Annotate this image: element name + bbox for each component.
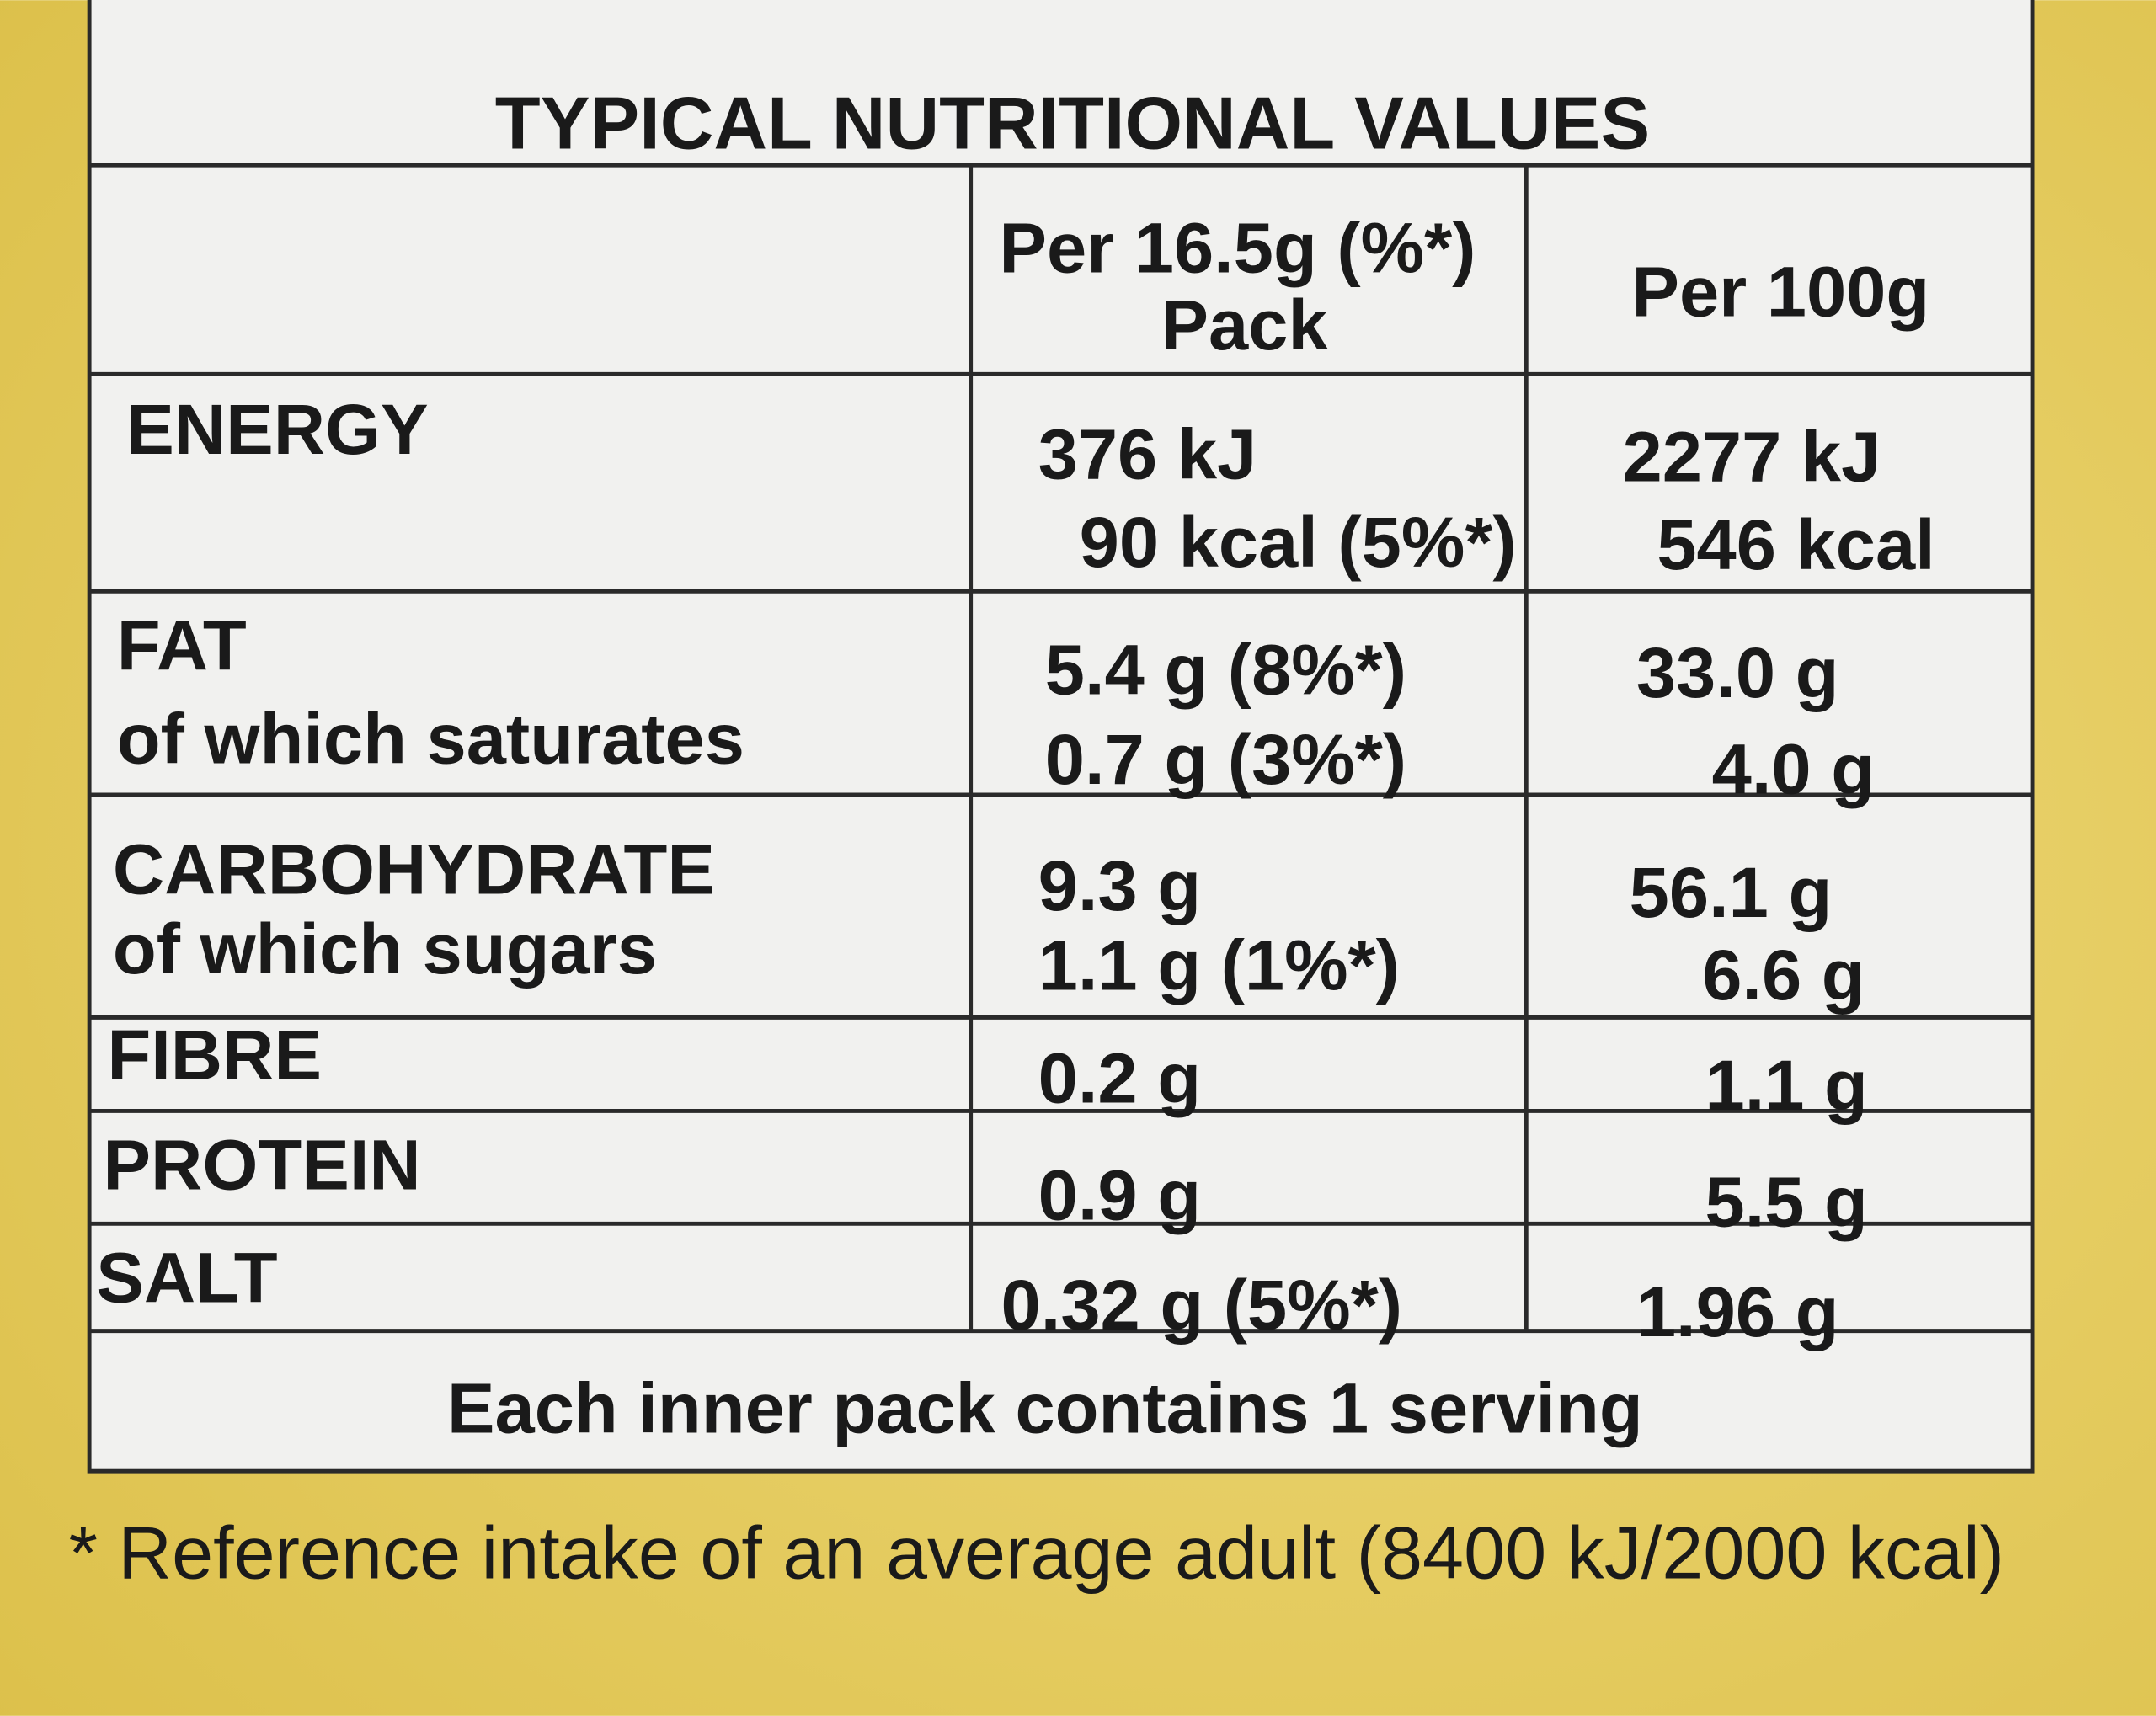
header-100g: Per 100g (1631, 252, 1929, 332)
cell-value: 0.32 g (5%*) (1001, 1265, 1402, 1345)
cell-value: 1.96 g (1636, 1271, 1839, 1351)
cell-value: 0.9 g (1038, 1154, 1201, 1234)
table-footer: Each inner pack contains 1 serving (447, 1367, 1643, 1447)
header-serving: Per 16.5g (%*) (999, 207, 1476, 287)
cell-value: 0.2 g (1038, 1038, 1201, 1118)
row-label: of which sugars (113, 909, 657, 989)
cell-value: 9.3 g (1038, 845, 1201, 925)
cell-value: 2277 kJ (1623, 417, 1881, 497)
cell-value: 6.6 g (1702, 935, 1865, 1015)
row-label: PROTEIN (103, 1124, 420, 1204)
row-label: ENERGY (126, 389, 428, 469)
header-serving: Pack (1161, 285, 1328, 365)
footnote: * Reference intake of an average adult (… (69, 1511, 2004, 1595)
table-panel (87, 0, 2035, 1474)
cell-value: 1.1 g (1705, 1045, 1867, 1125)
row-label: FAT (117, 605, 247, 685)
title: TYPICAL NUTRITIONAL VALUES (495, 82, 1650, 165)
table-grid (89, 163, 2033, 1334)
cell-value: 5.5 g (1705, 1162, 1867, 1242)
cell-value: 90 kcal (5%*) (1080, 502, 1517, 582)
row-label: FIBRE (107, 1015, 322, 1095)
cell-value: 1.1 g (1%*) (1038, 925, 1400, 1005)
cell-value: 546 kcal (1657, 504, 1935, 584)
row-label: of which saturates (117, 698, 744, 778)
cell-value: 56.1 g (1630, 852, 1833, 932)
row-label: SALT (96, 1237, 277, 1317)
cell-value: 33.0 g (1636, 632, 1839, 712)
cell-value: 4.0 g (1712, 728, 1875, 808)
cell-value: 0.7 g (3%*) (1045, 719, 1406, 799)
row-label: CARBOHYDRATE (113, 829, 715, 909)
cell-value: 376 kJ (1038, 413, 1257, 493)
cell-value: 5.4 g (8%*) (1045, 630, 1406, 710)
